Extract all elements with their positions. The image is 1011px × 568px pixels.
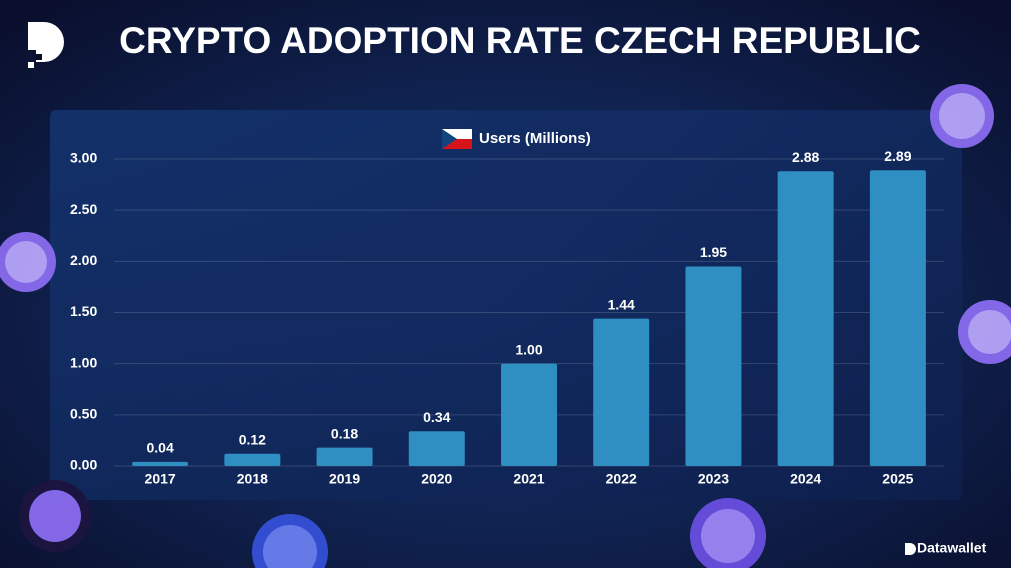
x-tick-label: 2017 (145, 471, 176, 487)
value-label: 0.12 (239, 431, 266, 447)
logo (28, 22, 64, 68)
legend-flag (442, 129, 472, 149)
x-tick-label: 2024 (790, 471, 821, 487)
x-tick-label: 2018 (237, 471, 268, 487)
y-tick-label: 1.00 (70, 354, 97, 370)
y-tick-label: 0.50 (70, 406, 97, 422)
value-label: 0.34 (423, 409, 450, 425)
y-tick-label: 2.50 (70, 201, 97, 217)
y-tick-label: 1.50 (70, 303, 97, 319)
x-tick-label: 2022 (606, 471, 637, 487)
value-label: 0.18 (331, 425, 358, 441)
coin-decoration (0, 84, 1011, 568)
value-label: 1.95 (700, 244, 727, 260)
x-tick-label: 2019 (329, 471, 360, 487)
x-tick-label: 2020 (421, 471, 452, 487)
y-tick-label: 3.00 (70, 150, 97, 166)
legend-label: Users (Millions) (479, 130, 591, 147)
y-tick-label: 0.00 (70, 457, 97, 473)
y-tick-label: 2.00 (70, 252, 97, 268)
value-label: 0.04 (146, 440, 173, 456)
bar (224, 453, 281, 466)
value-label: 1.44 (608, 296, 635, 312)
bar (316, 447, 373, 466)
value-label: 2.88 (792, 149, 819, 165)
bar (777, 171, 834, 466)
x-tick-label: 2023 (698, 471, 729, 487)
value-label: 1.00 (515, 341, 542, 357)
bar (408, 431, 465, 466)
brand (905, 543, 916, 555)
x-tick-label: 2025 (882, 471, 913, 487)
chart-title: CRYPTO ADOPTION RATE CZECH REPUBLIC (119, 20, 921, 61)
brand-name: Datawallet (917, 540, 987, 556)
bar (593, 318, 650, 466)
bar (132, 461, 189, 466)
bar (869, 170, 926, 467)
value-label: 2.89 (884, 148, 911, 164)
bar (501, 363, 557, 466)
bar (685, 266, 742, 466)
x-tick-label: 2021 (513, 471, 544, 487)
